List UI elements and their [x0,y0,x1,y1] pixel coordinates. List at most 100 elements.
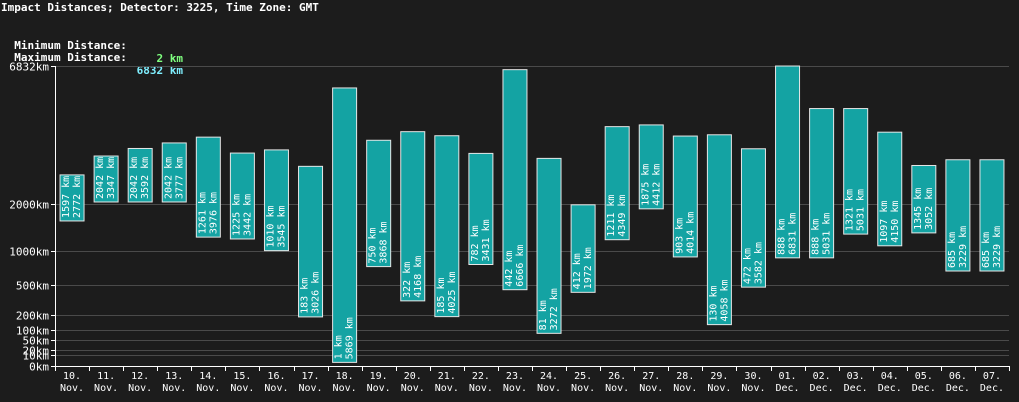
x-tick-day: 23. [506,371,524,382]
x-tick-month: Nov. [639,383,663,394]
range-bar [298,165,324,318]
x-tick-month: Nov. [537,383,561,394]
bar-min-label: 1 km [334,335,345,359]
bar-max-label: 3272 km [549,288,560,330]
x-tick-month: Nov. [333,383,357,394]
bar-min-label: 130 km [708,285,719,321]
x-tick-month: Nov. [605,383,629,394]
bar-max-label: 3777 km [174,157,185,199]
bar-min-label: 2042 km [95,157,106,199]
x-tick-day: 18. [336,371,354,382]
bar-min-label: 1875 km [640,164,651,206]
y-tick-label: 2000km [9,199,49,212]
bar-max-label: 3582 km [753,242,764,284]
x-tick-day: 26. [608,371,626,382]
x-tick-day: 25. [574,371,592,382]
y-tick-label: 100km [16,325,49,338]
x-tick-month: Dec. [878,383,902,394]
x-tick-day: 21. [438,371,456,382]
y-tick-label: 20km [23,345,50,358]
x-tick-month: Dec. [980,383,1004,394]
bar-max-label: 3545 km [276,205,287,247]
x-tick-month: Nov. [196,383,220,394]
bar-max-label: 3592 km [140,157,151,199]
bar-max-label: 3868 km [379,221,390,263]
x-tick-day: 13. [165,371,183,382]
range-bar [979,159,1005,272]
x-tick-month: Nov. [707,383,731,394]
bar-max-label: 3052 km [924,188,935,230]
y-tick-label: 0km [29,361,49,374]
range-bar [332,87,358,363]
y-tick-label: 10km [23,350,50,363]
bar-min-label: 2042 km [163,157,174,199]
x-tick-day: 20. [404,371,422,382]
bar-max-label: 3347 km [106,157,117,199]
bar-max-label: 4025 km [447,271,458,313]
x-tick-month: Dec. [810,383,834,394]
range-bar [706,134,732,326]
bar-min-label: 888 km [777,219,788,255]
x-tick-day: 28. [676,371,694,382]
x-tick-month: Nov. [162,383,186,394]
bar-min-label: 81 km [538,300,549,330]
min-distance-value: 2 km [156,52,184,65]
bar-max-label: 4349 km [617,195,628,237]
bar-max-label: 4412 km [651,164,662,206]
range-bar [263,149,289,252]
x-tick-month: Nov. [741,383,765,394]
x-tick-day: 15. [233,371,251,382]
bar-min-label: 888 km [811,219,822,255]
range-bar [945,159,971,272]
bar-max-label: 4150 km [890,201,901,243]
bar-min-label: 685 km [947,232,958,268]
bar-max-label: 4014 km [685,212,696,254]
range-bar [740,148,766,288]
bar-max-label: 3026 km [311,272,322,314]
bar-min-label: 750 km [368,227,379,263]
range-bar [127,147,153,203]
bar-min-label: 1345 km [913,188,924,230]
x-tick-month: Nov. [230,383,254,394]
bar-max-label: 3229 km [992,226,1003,268]
x-tick-day: 24. [540,371,558,382]
x-tick-day: 12. [131,371,149,382]
bar-min-label: 1321 km [845,189,856,231]
y-tick-label: 200km [16,310,49,323]
range-bar [195,136,221,238]
x-tick-day: 17. [302,371,320,382]
x-tick-month: Nov. [503,383,527,394]
range-bar [911,164,937,234]
bar-min-label: 185 km [436,278,447,314]
x-tick-day: 16. [267,371,285,382]
x-tick-month: Nov. [469,383,493,394]
range-bar [502,69,528,291]
x-tick-day: 01. [779,371,797,382]
range-bar [843,108,869,235]
range-bar [809,108,835,259]
range-bar [400,131,426,302]
x-tick-month: Nov. [673,383,697,394]
x-tick-month: Nov. [60,383,84,394]
x-tick-day: 19. [370,371,388,382]
x-tick-day: 14. [199,371,217,382]
max-distance-label: Maximum Distance: [14,51,127,64]
bar-max-label: 1972 km [583,247,594,289]
bar-max-label: 6666 km [515,245,526,287]
bar-max-label: 3431 km [481,219,492,261]
bar-min-label: 412 km [572,253,583,289]
x-tick-day: 10. [63,371,81,382]
range-bar [229,152,255,240]
bar-max-label: 3229 km [958,226,969,268]
x-tick-month: Nov. [94,383,118,394]
x-tick-day: 11. [97,371,115,382]
bar-max-label: 2772 km [72,176,83,218]
max-distance-value: 6832 km [136,64,183,77]
x-tick-month: Dec. [844,383,868,394]
bar-min-label: 1261 km [197,192,208,234]
x-tick-day: 05. [915,371,933,382]
bar-max-label: 4058 km [719,279,730,321]
bar-max-label: 5031 km [856,189,867,231]
y-tick-label: 50km [23,335,50,348]
